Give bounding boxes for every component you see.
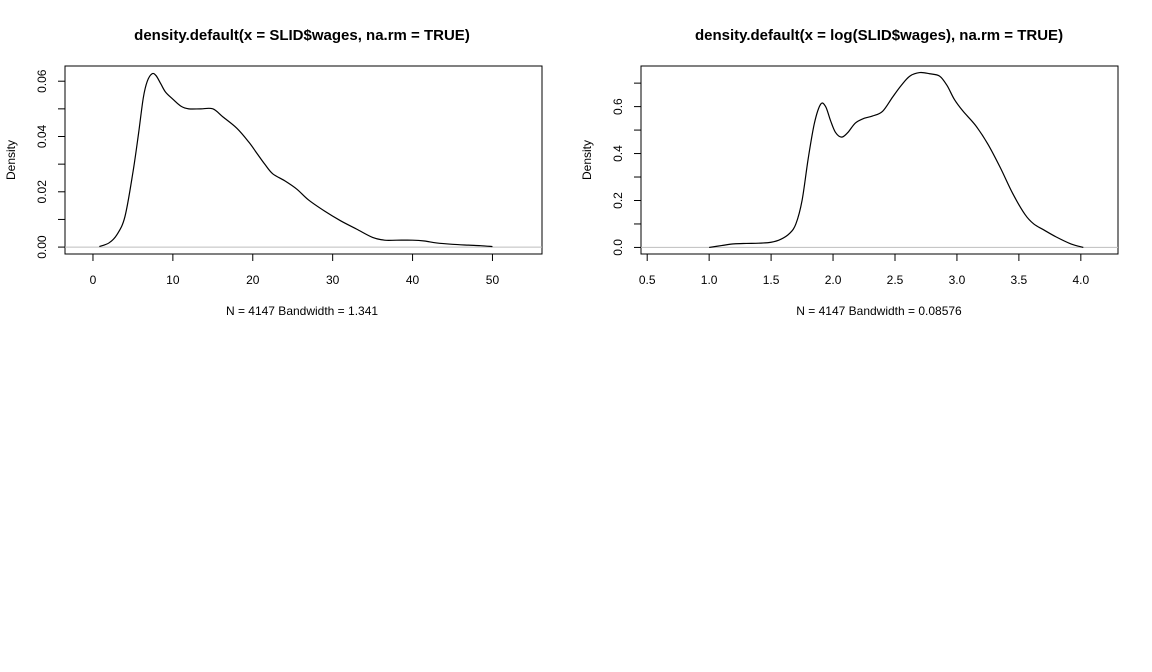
x-tick-label: 2.0 [825,273,842,287]
x-tick-label: 40 [406,273,420,287]
plot-frame [64,65,543,255]
x-tick-label: 1.0 [701,273,718,287]
x-tick-label: 4.0 [1072,273,1089,287]
x-tick-label: 1.5 [763,273,780,287]
x-tick-label: 3.5 [1011,273,1028,287]
x-tick-label: 2.5 [887,273,904,287]
log-wages-density-panel: density.default(x = log(SLID$wages), na.… [580,27,1119,318]
plot-frame [640,65,1119,255]
y-axis: 0.0 0.2 0.4 0.6 [611,82,641,256]
x-tick-label: 50 [486,273,500,287]
density-curve [99,72,493,248]
y-tick-label: 0.04 [35,124,49,148]
x-tick-label: 3.0 [949,273,966,287]
y-axis: 0.00 0.02 0.04 0.06 [35,69,65,259]
y-axis-label: Density [4,140,18,180]
y-tick-label: 0.4 [611,145,625,162]
bandwidth-subtitle: N = 4147 Bandwidth = 1.341 [226,304,378,318]
x-tick-label: 0 [90,273,97,287]
bandwidth-subtitle: N = 4147 Bandwidth = 0.08576 [796,304,962,318]
x-tick-label: 0.5 [639,273,656,287]
y-axis-label: Density [580,140,594,180]
y-tick-label: 0.06 [35,69,49,93]
x-axis: 0 10 20 30 40 50 [90,254,500,287]
x-tick-label: 20 [246,273,260,287]
chart-title: density.default(x = SLID$wages, na.rm = … [134,27,470,44]
chart-title: density.default(x = log(SLID$wages), na.… [695,27,1063,44]
y-tick-label: 0.2 [611,192,625,209]
y-tick-label: 0.02 [35,180,49,204]
y-tick-label: 0.00 [35,235,49,259]
x-tick-label: 30 [326,273,340,287]
wages-density-panel: density.default(x = SLID$wages, na.rm = … [4,27,543,318]
y-tick-label: 0.0 [611,239,625,256]
density-curve [709,71,1084,249]
y-tick-label: 0.6 [611,98,625,115]
x-axis: 0.5 1.0 1.5 2.0 2.5 3.0 3.5 4.0 [639,254,1089,287]
x-tick-label: 10 [166,273,180,287]
